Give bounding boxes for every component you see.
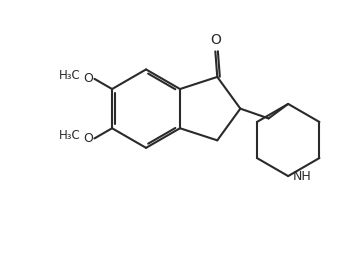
Text: O: O: [83, 72, 93, 85]
Text: H₃C: H₃C: [59, 69, 81, 82]
Text: H₃C: H₃C: [59, 129, 81, 142]
Text: NH: NH: [293, 170, 312, 183]
Text: O: O: [83, 132, 93, 144]
Text: O: O: [210, 33, 221, 47]
